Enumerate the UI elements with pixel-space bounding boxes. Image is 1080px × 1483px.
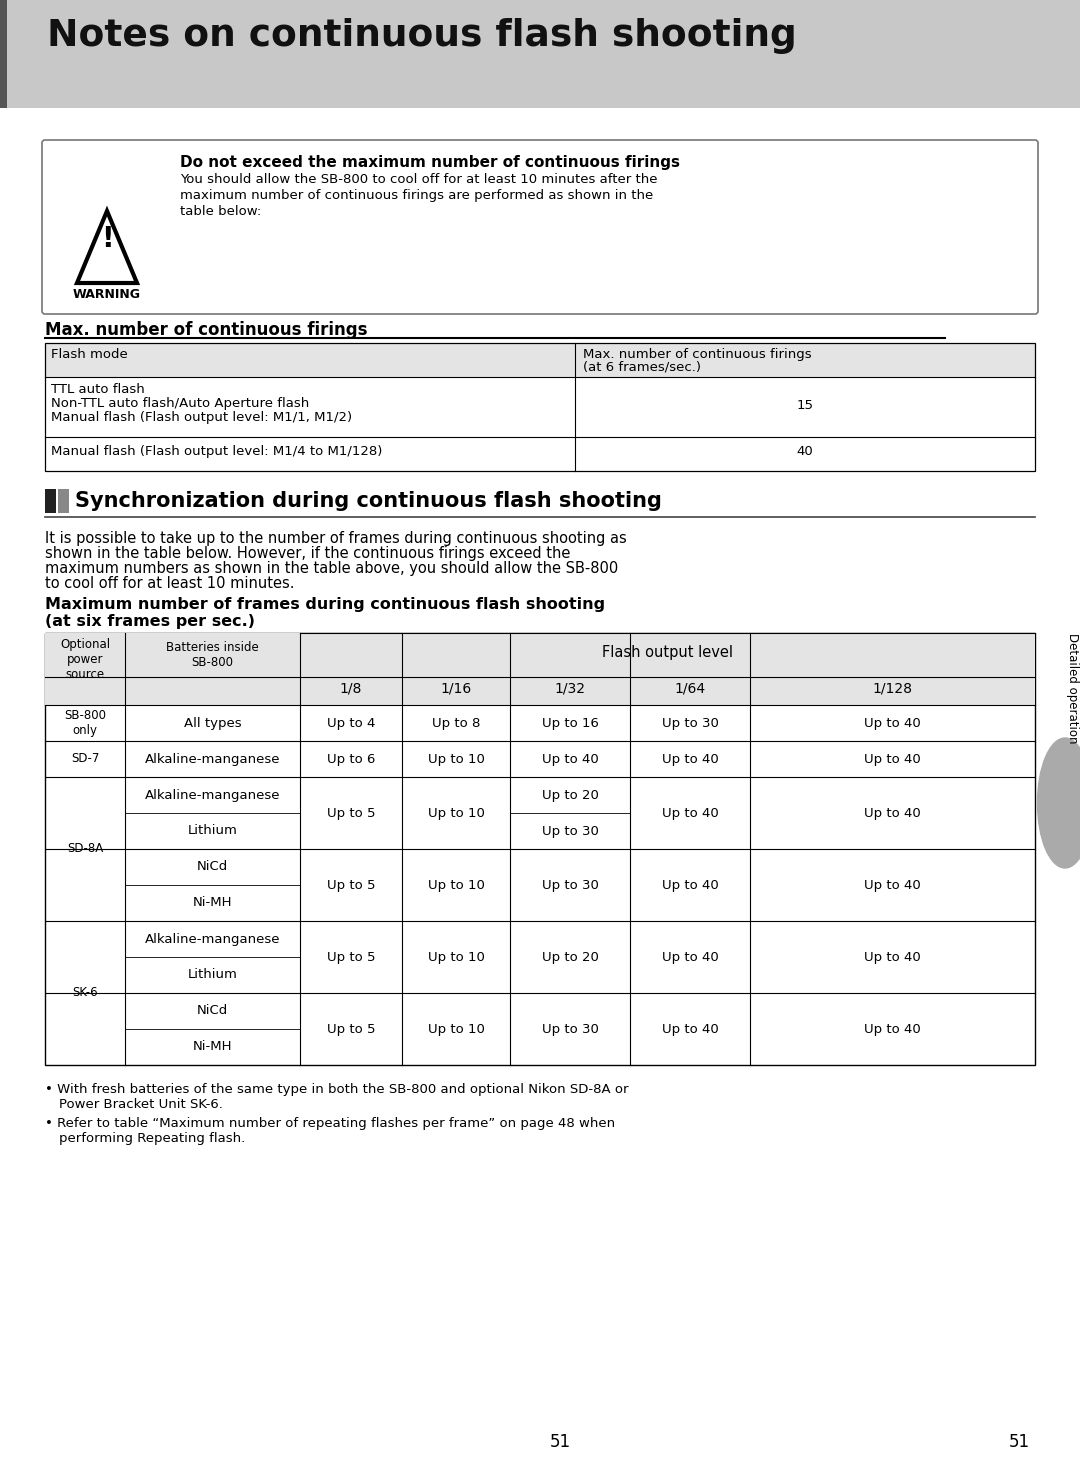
Text: Non-TTL auto flash/Auto Aperture flash: Non-TTL auto flash/Auto Aperture flash [51,397,309,409]
Text: All types: All types [184,716,241,730]
Text: 15: 15 [797,399,813,412]
Text: Up to 40: Up to 40 [864,807,921,820]
Text: 1/64: 1/64 [674,682,705,696]
Text: Up to 40: Up to 40 [864,716,921,730]
Text: table below:: table below: [180,205,261,218]
Text: maximum number of continuous firings are performed as shown in the: maximum number of continuous firings are… [180,188,653,202]
Text: You should allow the SB-800 to cool off for at least 10 minutes after the: You should allow the SB-800 to cool off … [180,174,658,185]
Bar [45,343,1035,472]
Text: Up to 6: Up to 6 [327,752,375,765]
Text: Up to 10: Up to 10 [428,951,485,964]
Bar [45,633,1035,678]
Text: SD-8A: SD-8A [67,842,103,856]
Text: Up to 40: Up to 40 [662,752,718,765]
Text: Up to 10: Up to 10 [428,807,485,820]
Text: !: ! [100,225,113,254]
Text: Up to 5: Up to 5 [327,1022,375,1035]
Text: Flash mode: Flash mode [51,349,127,360]
Text: shown in the table below. However, if the continuous firings exceed the: shown in the table below. However, if th… [45,546,570,561]
Bar [45,678,1035,704]
Text: TTL auto flash: TTL auto flash [51,383,145,396]
Bar [0,0,1080,108]
Text: Optional
power
source: Optional power source [59,638,110,681]
Text: Alkaline-manganese: Alkaline-manganese [145,789,280,801]
Text: maximum numbers as shown in the table above, you should allow the SB-800: maximum numbers as shown in the table ab… [45,561,618,575]
Text: Up to 10: Up to 10 [428,1022,485,1035]
Ellipse shape [1038,739,1080,868]
Text: Up to 20: Up to 20 [541,951,598,964]
Text: Up to 40: Up to 40 [864,752,921,765]
Text: Do not exceed the maximum number of continuous firings: Do not exceed the maximum number of cont… [180,156,680,171]
Text: Max. number of continuous firings: Max. number of continuous firings [45,320,367,340]
Text: • Refer to table “Maximum number of repeating flashes per frame” on page 48 when: • Refer to table “Maximum number of repe… [45,1117,616,1130]
Bar [45,633,1035,1065]
Text: Manual flash (Flash output level: M1/4 to M1/128): Manual flash (Flash output level: M1/4 t… [51,445,382,458]
Text: NiCd: NiCd [197,860,228,873]
FancyBboxPatch shape [42,139,1038,314]
Text: Up to 40: Up to 40 [864,878,921,891]
Text: Flash output level: Flash output level [602,645,733,660]
Text: Up to 10: Up to 10 [428,878,485,891]
Text: (at 6 frames/sec.): (at 6 frames/sec.) [583,360,701,374]
Text: 1/8: 1/8 [340,682,362,696]
Bar [0,0,6,108]
Text: Power Bracket Unit SK-6.: Power Bracket Unit SK-6. [59,1097,222,1111]
Bar [58,489,69,513]
Text: NiCd: NiCd [197,1004,228,1017]
Text: SK-6: SK-6 [72,986,98,1000]
Text: Up to 30: Up to 30 [541,825,598,838]
Text: • With fresh batteries of the same type in both the SB-800 and optional Nikon SD: • With fresh batteries of the same type … [45,1083,629,1096]
Text: SD-7: SD-7 [71,752,99,765]
Text: Up to 30: Up to 30 [662,716,718,730]
Text: Up to 40: Up to 40 [864,1022,921,1035]
Text: Batteries inside
SB-800: Batteries inside SB-800 [166,641,259,669]
Text: Maximum number of frames during continuous flash shooting: Maximum number of frames during continuo… [45,598,605,612]
Text: 40: 40 [797,445,813,458]
Text: Notes on continuous flash shooting: Notes on continuous flash shooting [48,18,797,53]
Text: Up to 8: Up to 8 [432,716,481,730]
Text: Up to 5: Up to 5 [327,807,375,820]
Text: Up to 30: Up to 30 [541,1022,598,1035]
Text: Ni-MH: Ni-MH [192,1041,232,1053]
Text: Ni-MH: Ni-MH [192,897,232,909]
Text: Alkaline-manganese: Alkaline-manganese [145,752,280,765]
Text: Alkaline-manganese: Alkaline-manganese [145,933,280,946]
Text: Max. number of continuous firings: Max. number of continuous firings [583,349,812,360]
Text: performing Repeating flash.: performing Repeating flash. [59,1132,245,1145]
Text: Up to 5: Up to 5 [327,951,375,964]
Text: Detailed operation: Detailed operation [1066,633,1079,743]
Text: 1/32: 1/32 [554,682,585,696]
Text: WARNING: WARNING [73,288,141,301]
Text: Lithium: Lithium [188,968,238,982]
Text: Up to 40: Up to 40 [662,1022,718,1035]
Text: Up to 16: Up to 16 [541,716,598,730]
Text: Synchronization during continuous flash shooting: Synchronization during continuous flash … [75,491,662,512]
Text: SB-800
only: SB-800 only [64,709,106,737]
Text: Up to 4: Up to 4 [327,716,375,730]
Text: (at six frames per sec.): (at six frames per sec.) [45,614,255,629]
Text: Up to 40: Up to 40 [662,807,718,820]
Text: Up to 10: Up to 10 [428,752,485,765]
Text: Up to 5: Up to 5 [327,878,375,891]
Text: Up to 30: Up to 30 [541,878,598,891]
Text: 1/128: 1/128 [873,682,913,696]
Text: Up to 40: Up to 40 [662,951,718,964]
Text: Up to 20: Up to 20 [541,789,598,801]
Text: It is possible to take up to the number of frames during continuous shooting as: It is possible to take up to the number … [45,531,626,546]
Text: Up to 40: Up to 40 [864,951,921,964]
Text: Lithium: Lithium [188,825,238,838]
Text: 51: 51 [550,1433,570,1450]
Text: Manual flash (Flash output level: M1/1, M1/2): Manual flash (Flash output level: M1/1, … [51,411,352,424]
Bar [45,343,1035,377]
Bar [45,489,56,513]
Text: Up to 40: Up to 40 [662,878,718,891]
Text: to cool off for at least 10 minutes.: to cool off for at least 10 minutes. [45,575,295,592]
Text: 1/16: 1/16 [441,682,472,696]
Text: 51: 51 [1009,1433,1030,1450]
Text: Up to 40: Up to 40 [542,752,598,765]
